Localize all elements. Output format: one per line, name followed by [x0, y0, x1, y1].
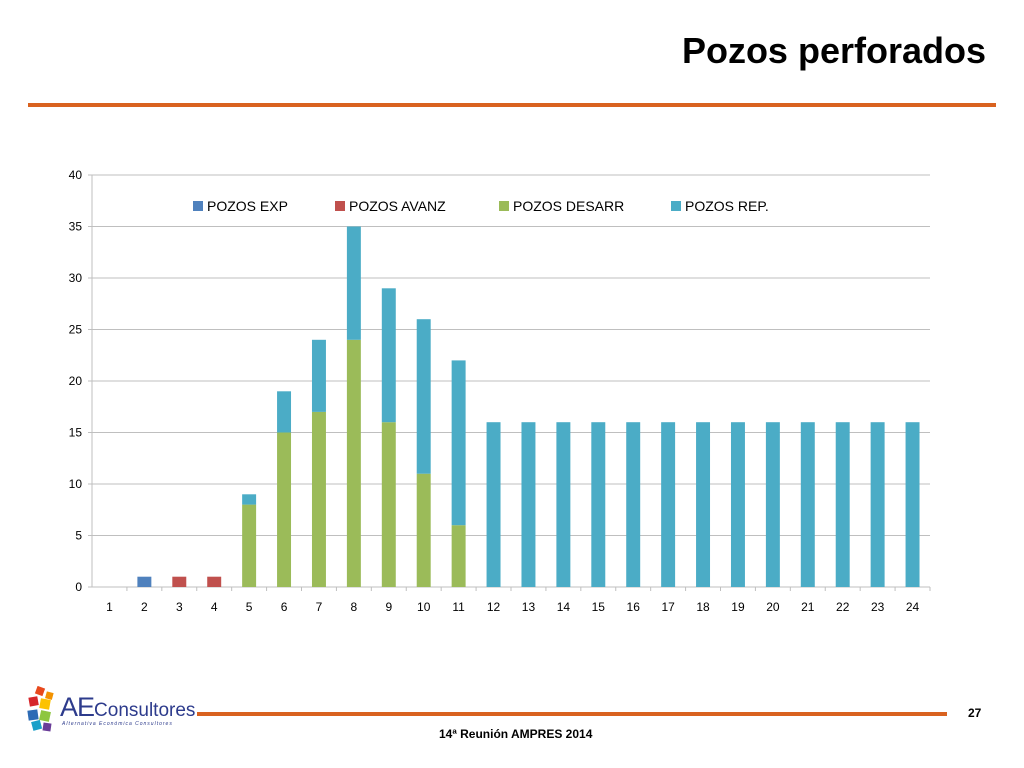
bar-segment — [521, 422, 536, 587]
x-tick-label: 19 — [731, 600, 745, 614]
x-tick-label: 3 — [176, 600, 183, 614]
logo-mosaic-icon — [27, 685, 54, 732]
slide-title: Pozos perforados — [681, 30, 986, 71]
bar-segment — [277, 432, 292, 587]
bar-segment — [451, 360, 466, 526]
bar-segment — [311, 339, 326, 412]
x-tick-label: 2 — [141, 600, 148, 614]
bar-segment — [556, 422, 571, 587]
bar-segment — [416, 473, 431, 587]
bar-segment — [835, 422, 850, 587]
logo-tagline: Alternativa Económica Consultores — [62, 721, 173, 727]
bar-segment — [346, 226, 361, 340]
x-tick-label: 1 — [106, 600, 113, 614]
legend-swatch — [193, 201, 203, 211]
x-tick-label: 7 — [316, 600, 323, 614]
bar-segment — [765, 422, 780, 587]
title-divider — [28, 103, 996, 107]
bar-segment — [172, 576, 187, 587]
x-tick-label: 9 — [385, 600, 392, 614]
x-tick-label: 4 — [211, 600, 218, 614]
bar-segment — [381, 422, 396, 587]
x-tick-label: 15 — [592, 600, 606, 614]
x-tick-label: 17 — [661, 600, 675, 614]
x-tick-label: 5 — [246, 600, 253, 614]
legend-swatch — [335, 201, 345, 211]
y-tick-label: 30 — [69, 271, 83, 285]
y-tick-label: 25 — [69, 323, 83, 337]
bar-segment — [661, 422, 676, 587]
footer-divider — [197, 712, 947, 716]
bar-segment — [486, 422, 501, 587]
x-tick-label: 8 — [351, 600, 358, 614]
bar-segment — [591, 422, 606, 587]
legend-swatch — [499, 201, 509, 211]
legend-label: POZOS REP. — [685, 198, 769, 214]
bar-segment — [137, 576, 152, 587]
bar-segment — [381, 288, 396, 423]
x-tick-label: 21 — [801, 600, 815, 614]
y-tick-label: 40 — [69, 168, 83, 182]
x-tick-label: 12 — [487, 600, 501, 614]
bar-segment — [451, 525, 466, 587]
legend-label: POZOS DESARR — [513, 198, 624, 214]
company-logo: AEConsultores Alternativa Económica Cons… — [26, 685, 196, 732]
bar-segment — [905, 422, 920, 587]
x-tick-label: 18 — [696, 600, 710, 614]
footer-caption: 14ª Reunión AMPRES 2014 — [439, 727, 593, 741]
x-tick-label: 11 — [452, 600, 465, 614]
bar-segment — [207, 576, 222, 587]
x-tick-label: 24 — [906, 600, 920, 614]
bar-segment — [311, 411, 326, 587]
y-tick-label: 0 — [75, 580, 82, 594]
x-tick-label: 10 — [417, 600, 431, 614]
page-number: 27 — [968, 706, 982, 720]
y-tick-label: 10 — [69, 477, 83, 491]
legend-swatch — [671, 201, 681, 211]
bar-segment — [242, 504, 257, 587]
x-tick-label: 13 — [522, 600, 536, 614]
y-tick-label: 5 — [75, 529, 82, 543]
bar-segment — [346, 339, 361, 587]
bar-segment — [730, 422, 745, 587]
x-tick-label: 14 — [557, 600, 571, 614]
logo-wordmark: AEConsultores — [60, 692, 196, 722]
x-tick-label: 20 — [766, 600, 780, 614]
bar-segment — [416, 319, 431, 474]
y-tick-label: 15 — [69, 426, 83, 440]
x-tick-label: 6 — [281, 600, 288, 614]
bar-segment — [870, 422, 885, 587]
x-tick-label: 22 — [836, 600, 850, 614]
bar-segment — [277, 391, 292, 433]
legend-label: POZOS AVANZ — [349, 198, 446, 214]
bar-segment — [800, 422, 815, 587]
legend-label: POZOS EXP — [207, 198, 288, 214]
bar-segment — [242, 494, 257, 505]
y-tick-label: 35 — [69, 220, 83, 234]
bar-segment — [626, 422, 641, 587]
x-tick-label: 23 — [871, 600, 885, 614]
x-tick-label: 16 — [627, 600, 641, 614]
y-tick-label: 20 — [69, 374, 83, 388]
bar-segment — [696, 422, 711, 587]
